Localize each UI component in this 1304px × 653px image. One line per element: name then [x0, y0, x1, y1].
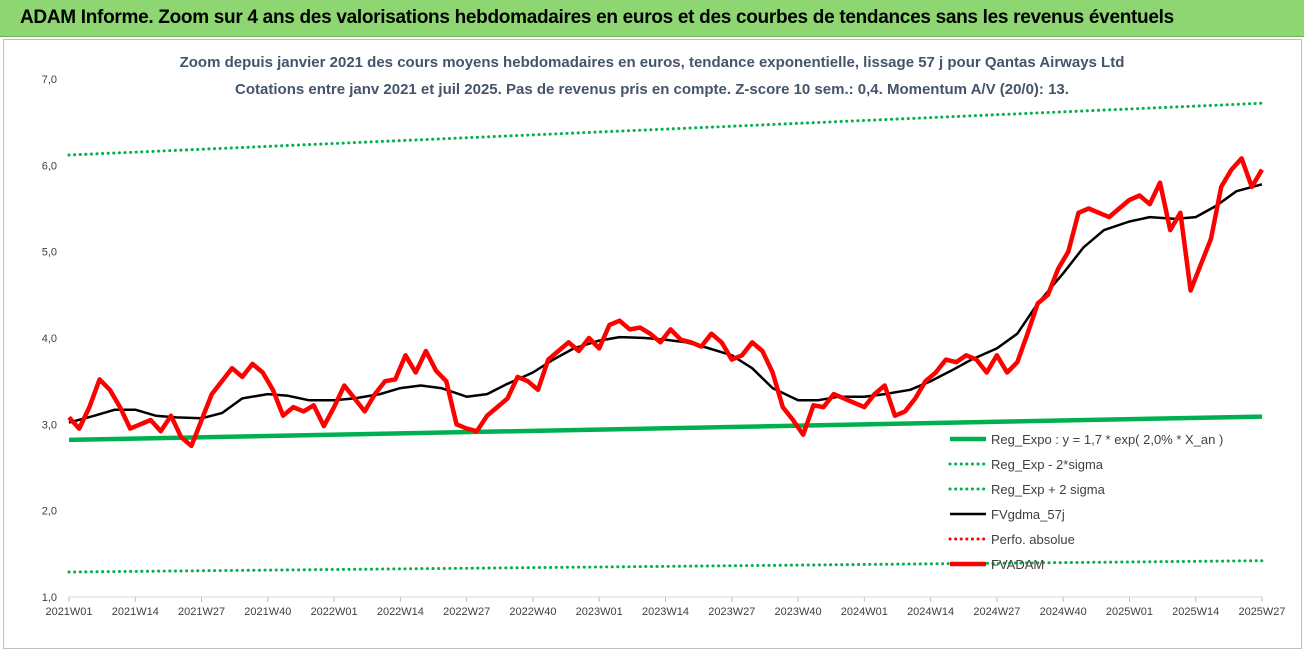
x-tick-label: 2021W14: [112, 606, 159, 618]
y-tick-label: 1,0: [42, 592, 57, 604]
chart-title: Zoom depuis janvier 2021 des cours moyen…: [180, 54, 1125, 71]
x-tick-label: 2022W40: [509, 606, 556, 618]
y-tick-label: 7,0: [42, 74, 57, 86]
x-tick-label: 2023W40: [775, 606, 822, 618]
y-tick-label: 4,0: [42, 333, 57, 345]
y-tick-labels: 1,0 2,0 3,0 4,0 5,0 6,0 7,0: [42, 74, 57, 604]
x-tick-label: 2025W14: [1172, 606, 1219, 618]
y-tick-label: 5,0: [42, 247, 57, 259]
series-line-0: [68, 414, 1263, 443]
legend-label: Reg_Exp - 2*sigma: [991, 457, 1104, 472]
x-tick-label: 2025W27: [1238, 606, 1285, 618]
x-tick-label: 2022W27: [443, 606, 490, 618]
y-tick-label: 2,0: [42, 506, 57, 518]
chart-subtitle: Cotations entre janv 2021 et juil 2025. …: [235, 81, 1069, 98]
x-tick-label: 2022W01: [311, 606, 358, 618]
series-lines: [67, 101, 1264, 574]
x-tick-label: 2024W14: [907, 606, 954, 618]
series-line-5: [67, 156, 1264, 449]
x-tick-label: 2023W01: [576, 606, 623, 618]
legend-label: FVADAM: [991, 557, 1044, 572]
x-tick-label: 2023W27: [708, 606, 755, 618]
x-tick-label: 2024W40: [1040, 606, 1087, 618]
report-banner: ADAM Informe. Zoom sur 4 ans des valoris…: [0, 0, 1304, 37]
series-line-3: [68, 183, 1263, 424]
chart-frame: Zoom depuis janvier 2021 des cours moyen…: [3, 39, 1302, 649]
y-tick-label: 6,0: [42, 160, 57, 172]
series-line-2: [67, 101, 1264, 157]
x-tick-label: 2024W01: [841, 606, 888, 618]
legend-label: FVgdma_57j: [991, 507, 1065, 522]
y-tick-label: 3,0: [42, 419, 57, 431]
legend-label: Perfo. absolue: [991, 532, 1075, 547]
line-chart: Zoom depuis janvier 2021 des cours moyen…: [42, 54, 1286, 618]
legend-label: Reg_Expo : y = 1,7 * exp( 2,0% * X_an ): [991, 432, 1223, 447]
x-tick-label: 2025W01: [1106, 606, 1153, 618]
legend: Reg_Expo : y = 1,7 * exp( 2,0% * X_an ) R…: [948, 432, 1223, 572]
x-tick-labels: 2021W01 2021W14 2021W27 2021W40 2022W01 2022W…: [45, 597, 1286, 618]
x-tick-label: 2021W01: [45, 606, 92, 618]
legend-label: Reg_Exp + 2 sigma: [991, 482, 1106, 497]
x-tick-label: 2022W14: [377, 606, 424, 618]
series-line-1: [67, 559, 1264, 574]
x-tick-label: 2021W40: [244, 606, 291, 618]
x-tick-label: 2021W27: [178, 606, 225, 618]
x-tick-label: 2024W27: [973, 606, 1020, 618]
x-tick-label: 2023W14: [642, 606, 689, 618]
report-banner-title: ADAM Informe. Zoom sur 4 ans des valoris…: [20, 7, 1174, 28]
